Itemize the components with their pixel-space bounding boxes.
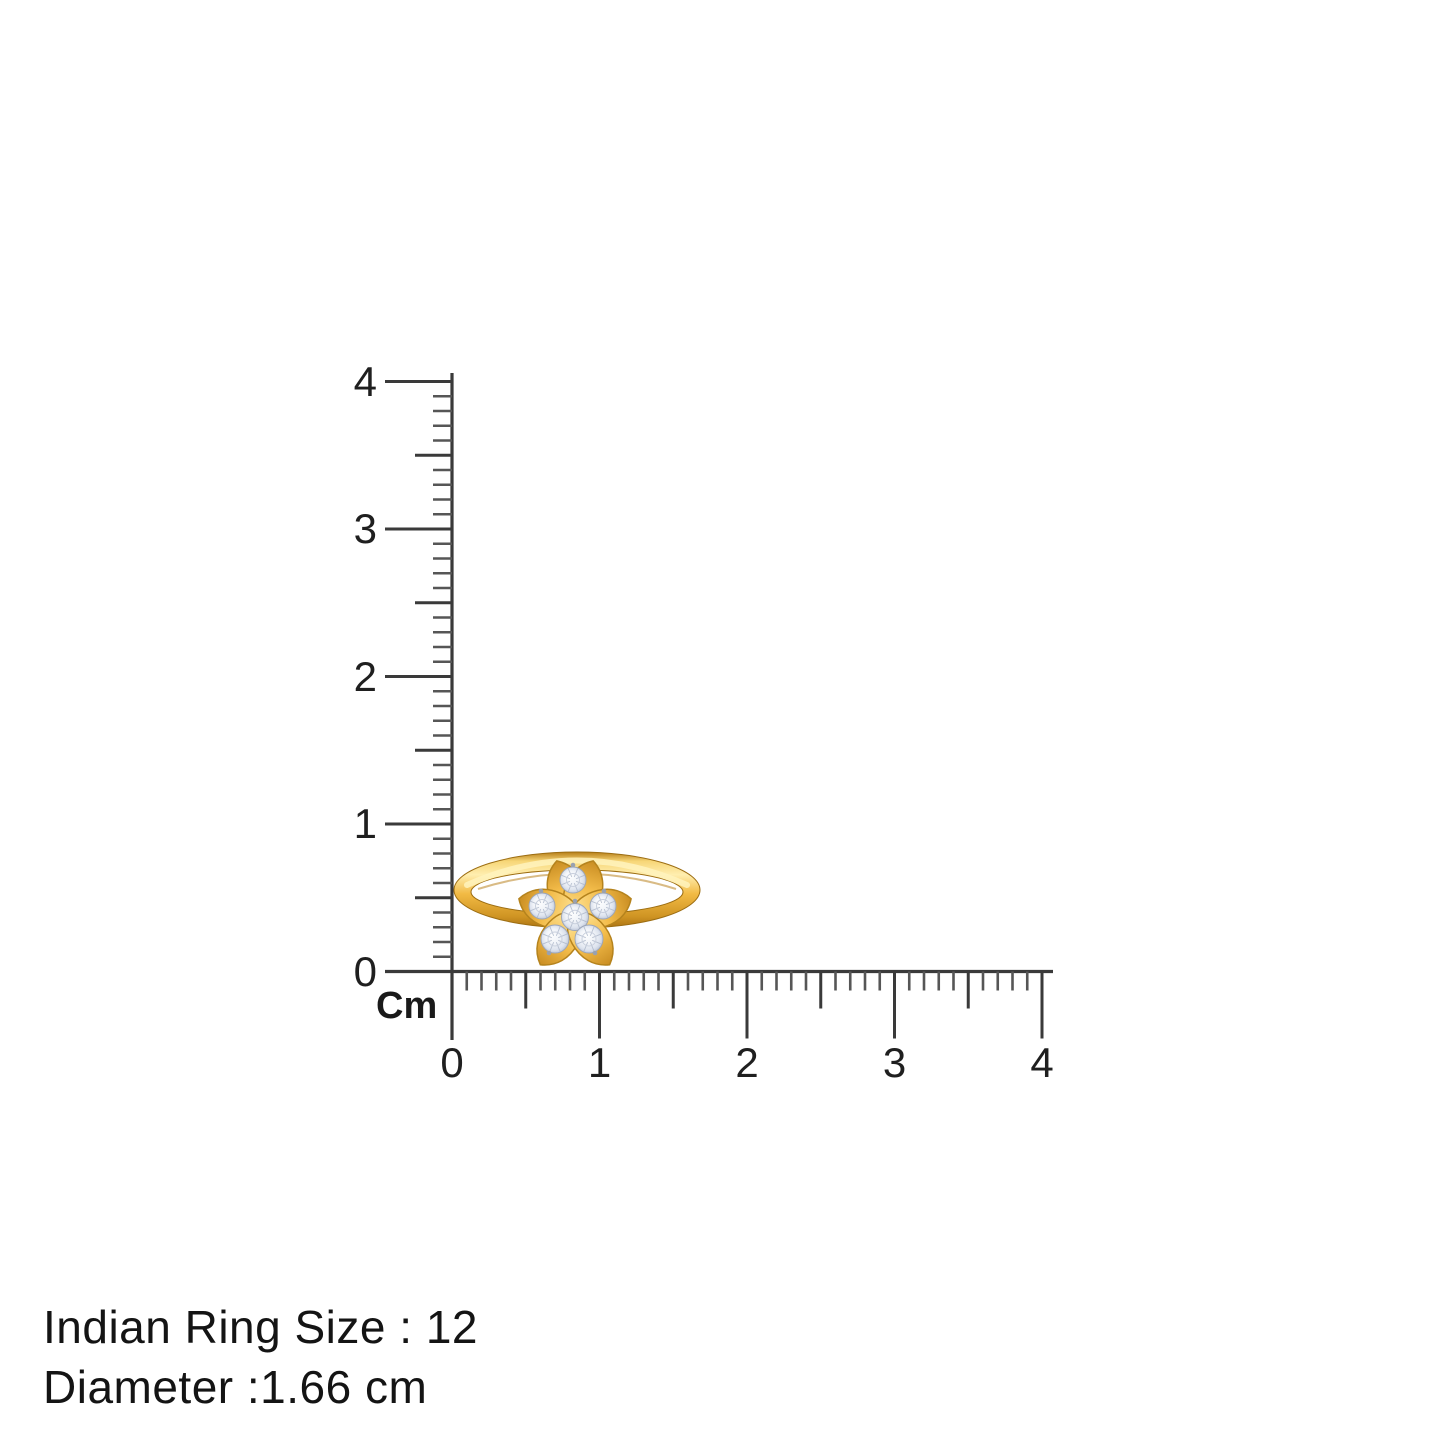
prong-dot — [546, 950, 552, 956]
ring-size-text: Indian Ring Size : 12 — [43, 1301, 478, 1353]
product-info: Indian Ring Size : 12 Diameter :1.66 cm — [43, 1297, 478, 1417]
vertical-ruler-label: 1 — [353, 800, 377, 847]
diamond-stone — [528, 892, 556, 920]
vertical-ruler-label: 2 — [353, 652, 377, 700]
horizontal-ruler-label: 4 — [1030, 1039, 1054, 1086]
diamond-stone — [589, 892, 617, 920]
diamond-stone — [574, 924, 604, 954]
vertical-ruler-label: 0 — [353, 947, 377, 995]
unit-label: Cm — [376, 985, 438, 1027]
band-highlight — [464, 857, 690, 888]
vertical-ruler-label: 3 — [353, 505, 377, 552]
diamond-stones — [528, 866, 617, 954]
diamond-stone — [540, 924, 570, 954]
prong-dot — [538, 888, 544, 894]
prong-dot — [572, 898, 578, 904]
diameter-text: Diameter :1.66 cm — [43, 1361, 428, 1413]
diamond-stone — [561, 903, 589, 931]
horizontal-ruler-label: 2 — [735, 1039, 759, 1086]
ruler-ticks — [385, 373, 1053, 1040]
ring-image — [453, 851, 701, 966]
prong-dot — [592, 950, 598, 956]
prong-dot — [570, 862, 576, 868]
prong-dot — [601, 888, 607, 894]
horizontal-ruler-label: 1 — [587, 1039, 612, 1086]
horizontal-ruler-label: 0 — [440, 1039, 464, 1086]
horizontal-ruler-label: 3 — [882, 1039, 907, 1086]
prong-dots — [538, 862, 607, 956]
vertical-ruler-label: 4 — [353, 357, 377, 405]
diamond-stone — [559, 866, 587, 894]
